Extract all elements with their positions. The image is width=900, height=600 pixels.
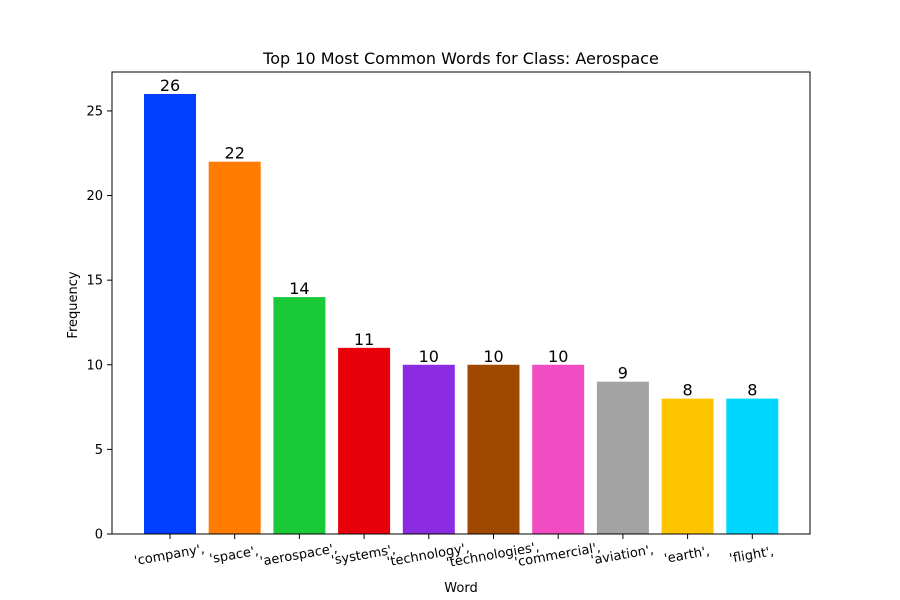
bar [532,364,585,534]
y-tick-label: 25 [86,104,103,119]
y-axis-label: Frequency [66,271,81,338]
x-tick-label: 'space', [208,544,259,567]
bar [467,364,520,534]
bar [402,364,455,534]
plot-area: 26 22 14 11 10 10 10 9 8 8 0 5 10 15 20 25 'company','sp… [86,71,811,571]
bar [144,94,196,534]
bar [208,161,261,534]
data-label: 10 [548,347,568,366]
data-label: 8 [747,381,757,400]
bar [273,297,326,534]
data-label: 10 [419,347,439,366]
y-tick-label: 0 [95,528,103,543]
y-tick-label: 10 [86,358,103,373]
x-axis-label: Word [444,581,477,596]
bar [596,381,649,534]
data-label: 8 [683,381,693,400]
bar [661,398,714,534]
data-label: 26 [160,76,180,95]
data-label: 11 [354,330,374,349]
chart-title: Top 10 Most Common Words for Class: Aero… [262,49,659,68]
y-tick-label: 20 [86,189,103,204]
x-tick-label: 'company', [133,542,206,569]
y-tick-label: 5 [95,443,103,458]
data-label: 22 [225,144,245,163]
x-tick-label: 'earth', [663,544,711,567]
data-label: 10 [483,347,503,366]
x-tick-label: 'flight', [728,544,775,567]
data-label: 9 [618,364,628,383]
bar [726,398,779,534]
plot-frame [111,71,811,535]
data-label: 14 [289,279,309,298]
bar [338,347,391,534]
y-tick-label: 15 [86,274,103,289]
x-tick-label: 'aerospace', [259,541,339,569]
